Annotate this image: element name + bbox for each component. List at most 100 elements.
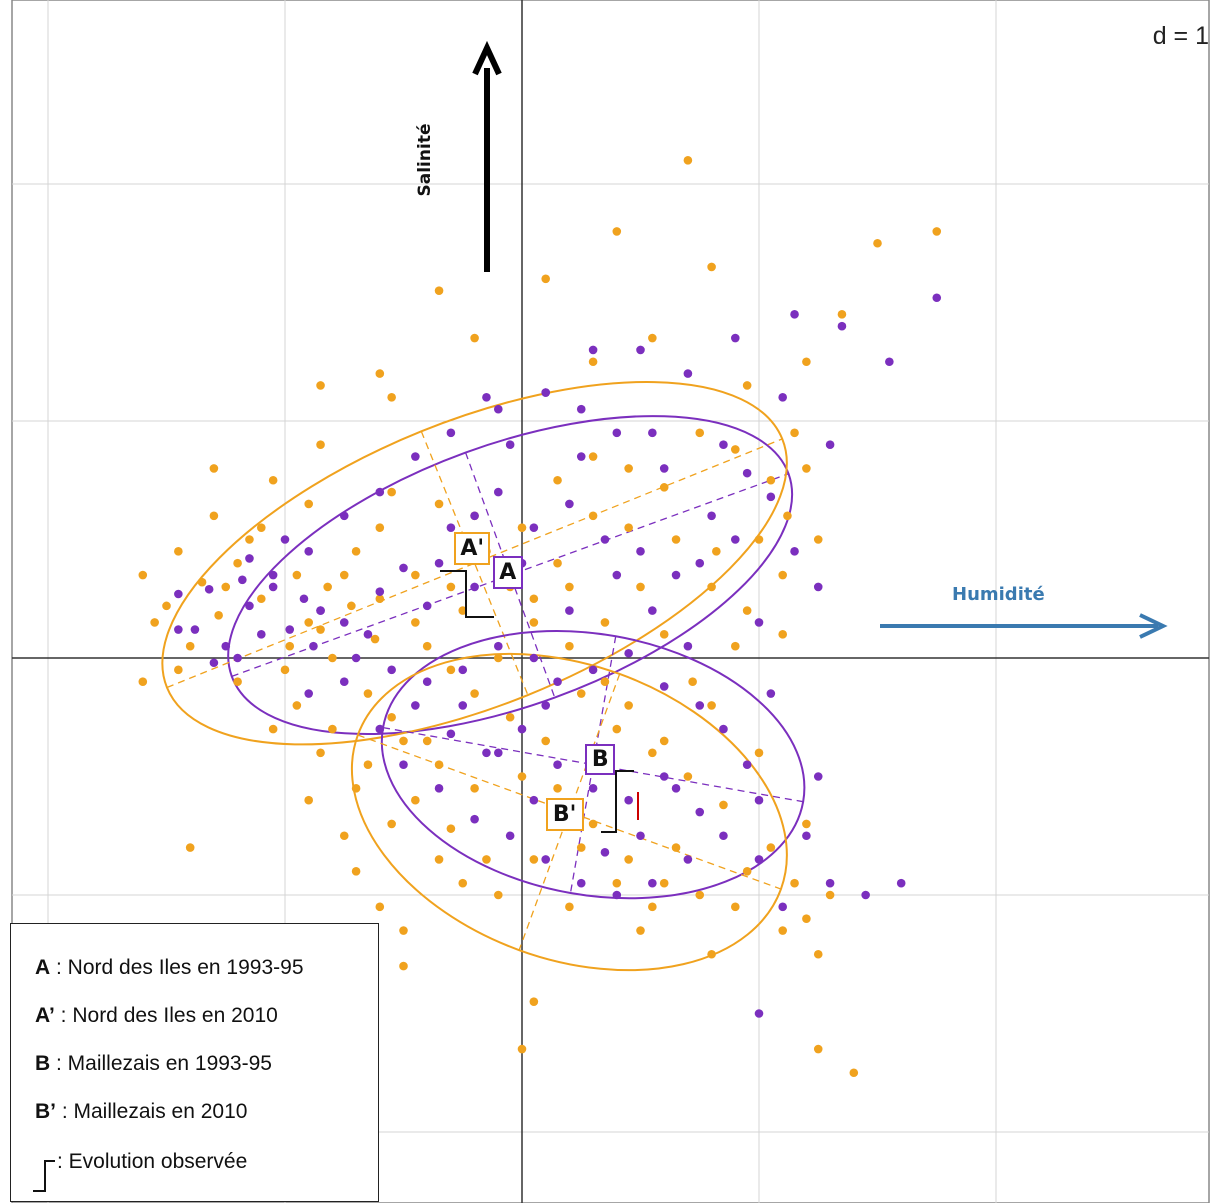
- point-2010: [351, 547, 361, 556]
- point-1993-95: [766, 689, 776, 698]
- point-2010: [790, 428, 799, 438]
- point-2010: [588, 511, 598, 521]
- legend-item-b-prime: B’ : Maillezais en 2010: [35, 1100, 247, 1124]
- point-2010: [174, 547, 183, 556]
- point-1993-95: [659, 464, 669, 473]
- point-2010: [221, 582, 231, 592]
- point-2010: [458, 606, 468, 615]
- point-2010: [707, 949, 716, 959]
- point-1993-95: [434, 558, 444, 568]
- point-1993-95: [541, 701, 550, 710]
- point-2010: [671, 535, 681, 544]
- point-2010: [482, 855, 491, 864]
- point-2010: [671, 843, 681, 852]
- point-1993-95: [754, 618, 764, 627]
- point-1993-95: [541, 388, 550, 397]
- point-1993-95: [470, 511, 479, 521]
- point-2010: [434, 499, 444, 509]
- point-1993-95: [742, 760, 752, 769]
- point-1993-95: [411, 452, 420, 461]
- point-2010: [446, 665, 456, 675]
- point-2010: [529, 594, 539, 604]
- salinity-arrow-head-icon: [472, 40, 502, 76]
- point-2010: [766, 475, 776, 485]
- point-1993-95: [541, 855, 550, 864]
- point-1993-95: [600, 535, 610, 544]
- point-1993-95: [636, 831, 645, 841]
- point-2010: [214, 611, 223, 620]
- legend-item-a-prime: A’ : Nord des Iles en 2010: [35, 1004, 278, 1028]
- point-2010: [529, 997, 539, 1006]
- point-2010: [351, 784, 361, 793]
- point-1993-95: [683, 641, 693, 651]
- point-1993-95: [742, 468, 752, 478]
- point-1993-95: [683, 855, 693, 864]
- point-1993-95: [825, 878, 835, 888]
- point-2010: [719, 800, 728, 810]
- point-2010: [754, 535, 764, 544]
- point-1993-95: [612, 890, 622, 900]
- point-2010: [731, 902, 740, 912]
- point-2010: [268, 475, 278, 485]
- point-2010: [707, 262, 716, 272]
- point-1993-95: [339, 511, 349, 521]
- point-2010: [351, 867, 361, 876]
- point-1993-95: [612, 570, 622, 580]
- point-1993-95: [553, 760, 562, 769]
- point-1993-95: [482, 393, 491, 402]
- evolution-bracket-icon: [33, 1160, 55, 1192]
- point-2010: [458, 878, 468, 888]
- point-2010: [932, 227, 942, 236]
- point-2010: [363, 760, 373, 769]
- point-1993-95: [731, 535, 740, 544]
- point-2010: [185, 843, 195, 852]
- point-2010: [316, 625, 325, 634]
- point-2010: [185, 641, 195, 651]
- point-2010: [825, 890, 835, 900]
- point-1993-95: [707, 511, 716, 521]
- point-1993-95: [648, 606, 657, 615]
- point-2010: [209, 464, 219, 473]
- point-2010: [517, 772, 527, 781]
- point-2010: [446, 582, 456, 592]
- point-2010: [387, 819, 396, 829]
- group-label-a: A: [492, 556, 523, 590]
- point-2010: [162, 601, 171, 611]
- point-1993-95: [565, 499, 574, 509]
- point-2010: [837, 310, 847, 319]
- point-1993-95: [387, 665, 396, 675]
- point-2010: [565, 582, 574, 592]
- point-2010: [659, 483, 669, 492]
- point-2010: [375, 523, 385, 532]
- point-2010: [494, 890, 503, 900]
- scale-label: d = 1: [1152, 22, 1209, 50]
- point-2010: [209, 511, 219, 521]
- point-2010: [541, 274, 550, 284]
- point-1993-95: [896, 878, 906, 888]
- point-1993-95: [565, 606, 574, 615]
- point-2010: [339, 831, 349, 841]
- evolution-bracket-b: [601, 770, 634, 833]
- point-1993-95: [624, 648, 633, 658]
- point-2010: [588, 819, 598, 829]
- point-1993-95: [778, 393, 787, 402]
- point-1993-95: [659, 772, 669, 781]
- point-1993-95: [825, 440, 835, 450]
- point-2010: [624, 701, 633, 710]
- point-1993-95: [576, 452, 586, 461]
- point-1993-95: [695, 558, 705, 568]
- point-2010: [766, 843, 776, 852]
- point-1993-95: [576, 404, 586, 414]
- point-2010: [802, 914, 811, 923]
- point-2010: [783, 511, 792, 521]
- point-1993-95: [422, 601, 432, 611]
- point-2010: [688, 677, 697, 686]
- point-2010: [659, 736, 669, 746]
- humidity-arrow-head-icon: [1139, 613, 1168, 639]
- point-1993-95: [470, 814, 479, 824]
- point-1993-95: [695, 807, 705, 817]
- point-2010: [268, 724, 278, 734]
- point-2010: [422, 736, 432, 746]
- legend-key-b-prime: B’: [35, 1100, 56, 1123]
- point-1993-95: [494, 641, 503, 651]
